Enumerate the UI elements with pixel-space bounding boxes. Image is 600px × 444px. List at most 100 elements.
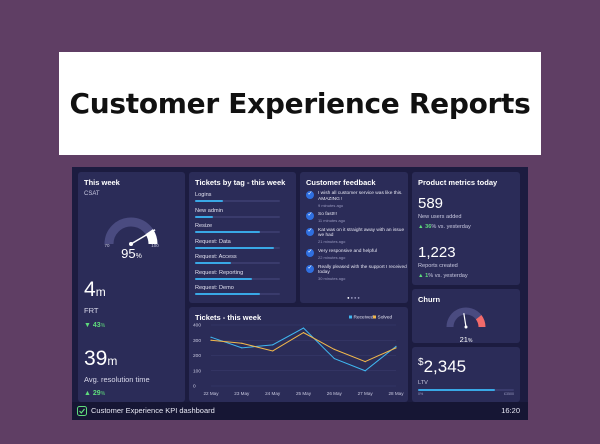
legend-swatch <box>373 315 376 319</box>
ltv-progress-fill <box>418 389 495 391</box>
frt-change-unit: % <box>100 323 106 329</box>
footer-title: Customer Experience KPI dashboard <box>91 406 215 415</box>
y-tick-label: 300 <box>193 338 201 344</box>
pagination-dot[interactable]: ● <box>357 295 361 300</box>
panel-title: Churn <box>418 295 441 304</box>
reports-value: 1,223 <box>418 244 456 261</box>
reports-label: Reports created <box>418 263 458 269</box>
pagination-dot[interactable]: ● <box>350 295 354 300</box>
thumbs-up-icon <box>306 248 314 257</box>
new-users-label: New users added <box>418 214 462 220</box>
csat-gauge-track <box>104 217 158 245</box>
data-point-solved <box>364 361 366 363</box>
header-banner: Customer Experience Reports <box>59 52 541 155</box>
frt-change-value: 43 <box>92 322 101 329</box>
thumbs-up-icon <box>306 264 314 273</box>
frt-value: 4 <box>84 278 96 301</box>
x-tick-label: 25 May <box>296 391 312 396</box>
up-arrow-icon: ▲ <box>84 390 91 397</box>
tag-row: Request: Data120 <box>195 239 296 253</box>
y-tick-label: 100 <box>193 368 201 374</box>
reports-change: ▲ 1% vs. yesterday <box>418 273 468 279</box>
tag-bar-fill <box>195 293 260 295</box>
churn-unit: % <box>467 338 473 343</box>
tag-name: New admin <box>195 207 223 214</box>
ltv-bar-right: £3500 <box>504 392 514 396</box>
resolution-metric: 39m <box>84 347 117 371</box>
feedback-text: Very responsive and helpful <box>318 249 377 254</box>
ltv-bar-left: 0% <box>418 392 424 396</box>
pagination-dot[interactable]: ● <box>354 295 358 300</box>
feedback-pagination[interactable]: ●●●● <box>300 295 408 300</box>
new-users-change-suffix: % vs. yesterday <box>431 224 471 230</box>
data-point-received <box>333 357 335 360</box>
feedback-time: 9 minutes ago <box>318 202 344 208</box>
x-tick-label: 23 May <box>234 391 250 396</box>
reports-change-value: 1 <box>425 273 429 279</box>
tag-row: Resize99 <box>195 223 296 237</box>
tickets-chart-panel: Tickets - this week 0 100 200 300 400 22 May 2… <box>189 307 408 402</box>
x-tick-label: 28 May <box>388 391 404 396</box>
up-arrow-icon: ▲ <box>418 273 424 279</box>
this-week-panel: This week CSAT 70 100 95% 4m FRT ▼ 43% 3… <box>78 172 185 402</box>
thumbs-up-icon <box>306 190 314 199</box>
product-metrics-panel: Product metrics today 589 New users adde… <box>412 172 520 285</box>
new-users-change: ▲ 36% vs. yesterday <box>418 224 471 230</box>
tag-row: Request: Reporting87 <box>195 270 296 284</box>
ltv-progress-track <box>418 389 514 391</box>
y-tick-label: 0 <box>193 384 196 390</box>
x-tick-label: 22 May <box>203 391 219 396</box>
feedback-text: I wish all customer service was like thi… <box>318 191 403 202</box>
csat-gauge-max: 100 <box>151 243 159 248</box>
panel-title: Customer feedback <box>306 178 376 187</box>
data-point-solved <box>333 348 335 350</box>
y-tick-label: 400 <box>193 323 201 329</box>
ltv-label: LTV <box>418 380 428 386</box>
legend-label: Received <box>354 315 374 321</box>
tag-name: Request: Data <box>195 238 231 245</box>
frt-unit: m <box>95 285 106 299</box>
panel-title: This week <box>84 178 120 187</box>
feedback-text: Kat was on it straight away with an issu… <box>318 227 405 239</box>
csat-value: 95 <box>121 246 136 261</box>
dashboard-footer: Customer Experience KPI dashboard 16:20 <box>72 402 528 420</box>
reports-change-suffix: % vs. yesterday <box>428 273 468 279</box>
legend-label: Solved <box>378 315 393 321</box>
data-point-solved <box>302 332 305 334</box>
feedback-time: 22 minutes ago <box>318 255 346 261</box>
churn-gauge-track <box>446 307 482 328</box>
up-arrow-icon: ▼ <box>84 322 91 329</box>
panel-title: Tickets by tag - this week <box>195 178 286 187</box>
tag-row: Request: Access54 <box>195 254 296 268</box>
resolution-change-unit: % <box>100 391 106 397</box>
churn-panel: Churn 21% <box>412 289 520 343</box>
tag-row: Request: Demo98 <box>195 285 296 299</box>
resolution-value: 39 <box>84 347 108 370</box>
x-tick-label: 26 May <box>327 391 343 396</box>
resolution-unit: m <box>107 354 118 368</box>
tag-bar-track <box>195 215 280 218</box>
new-users-value: 589 <box>418 195 444 212</box>
ltv-panel: $2,345 LTV 0% £3500 <box>412 347 520 402</box>
tag-bar-track <box>195 277 280 280</box>
tag-bar-track <box>195 200 280 202</box>
tag-name: Logins <box>195 192 212 198</box>
tag-bar-fill <box>195 277 252 280</box>
resolution-change-value: 29 <box>92 390 101 397</box>
tag-bar-track <box>195 262 280 264</box>
y-tick-label: 200 <box>193 353 201 359</box>
csat-unit: % <box>135 253 142 260</box>
pagination-dot-active[interactable]: ● <box>347 295 351 300</box>
churn-gauge-needle <box>463 313 467 328</box>
resolution-label: Avg. resolution time <box>84 375 150 384</box>
data-point-received <box>364 370 366 372</box>
csat-gauge-needle <box>130 229 156 245</box>
panel-title: Product metrics today <box>418 178 498 187</box>
data-point-received <box>272 344 274 346</box>
tag-bar-track <box>195 293 280 295</box>
chart-title: Tickets - this week <box>195 313 262 322</box>
data-point-received <box>302 327 305 329</box>
feedback-time: 11 minutes ago <box>318 218 346 224</box>
x-tick-label: 24 May <box>265 391 281 396</box>
feedback-time: 30 minutes ago <box>318 276 346 282</box>
